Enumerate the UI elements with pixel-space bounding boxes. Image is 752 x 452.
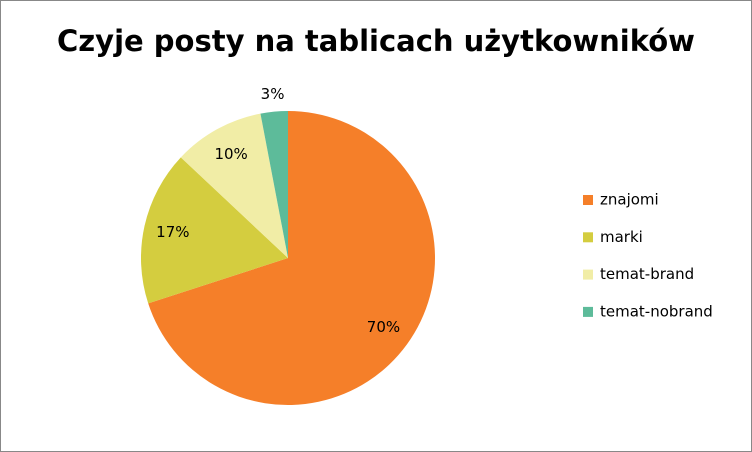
pie-slice bbox=[148, 111, 435, 405]
pie-slice bbox=[180, 113, 288, 258]
data-label: 3% bbox=[261, 85, 285, 103]
legend-swatch bbox=[583, 232, 593, 243]
data-label: 17% bbox=[156, 223, 189, 241]
data-label: 70% bbox=[367, 318, 400, 336]
legend-label: temat-nobrand bbox=[600, 302, 713, 320]
legend-swatch bbox=[583, 195, 593, 205]
pie-slice bbox=[141, 157, 288, 304]
legend-label: temat-brand bbox=[600, 265, 694, 283]
legend-swatch bbox=[583, 269, 593, 280]
legend-swatch bbox=[583, 306, 593, 317]
legend-label: marki bbox=[600, 228, 643, 246]
pie-slice bbox=[260, 111, 288, 258]
chart-title: Czyje posty na tablicach użytkowników bbox=[57, 24, 695, 58]
data-label: 10% bbox=[214, 145, 247, 163]
legend-label: znajomi bbox=[600, 191, 659, 209]
